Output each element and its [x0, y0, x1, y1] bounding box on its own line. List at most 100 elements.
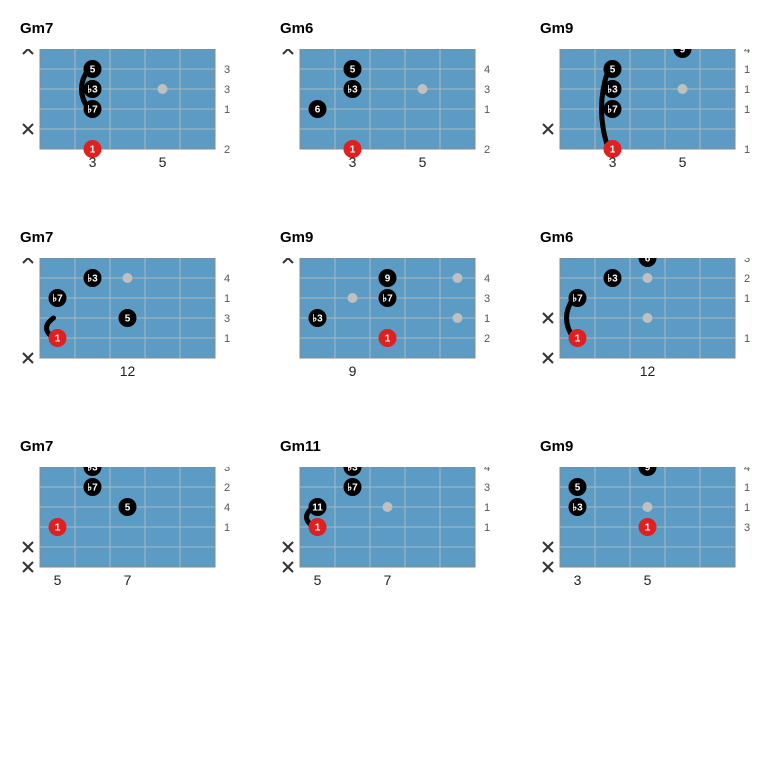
chord-diagram: Gm11♭34♭731111157	[280, 438, 500, 597]
svg-text:2: 2	[484, 333, 490, 345]
svg-text:1: 1	[744, 64, 750, 76]
svg-text:3: 3	[224, 84, 230, 96]
chord-name: Gm9	[280, 229, 500, 246]
svg-text:2: 2	[224, 144, 230, 156]
svg-text:2: 2	[744, 273, 750, 285]
svg-text:♭7: ♭7	[607, 105, 618, 116]
diagram-wrap: 63♭32♭711112	[540, 258, 760, 388]
chord-diagram: Gm99451♭311335	[540, 438, 760, 597]
svg-text:♭3: ♭3	[87, 467, 98, 474]
svg-text:1: 1	[575, 334, 581, 345]
svg-text:3: 3	[609, 154, 617, 170]
diagram-wrap: 94♭73♭31129	[280, 258, 500, 388]
svg-text:1: 1	[484, 104, 490, 116]
svg-text:1: 1	[744, 84, 750, 96]
diagram-wrap: 9451♭31♭711135	[540, 49, 760, 179]
diagram-wrap: ♭33♭72541157	[20, 467, 240, 597]
svg-text:4: 4	[484, 64, 490, 76]
svg-text:12: 12	[120, 363, 136, 379]
svg-text:5: 5	[644, 572, 652, 588]
svg-text:♭3: ♭3	[312, 314, 323, 325]
chord-grid: Gm753♭33♭711235Gm654♭33611235Gm99451♭31♭…	[20, 20, 760, 597]
svg-text:4: 4	[484, 467, 490, 474]
chord-diagram: Gm7♭34♭71531112	[20, 229, 240, 388]
svg-text:1: 1	[224, 104, 230, 116]
svg-text:1: 1	[744, 293, 750, 305]
svg-text:1: 1	[484, 502, 490, 514]
chord-name: Gm6	[280, 20, 500, 37]
svg-text:1: 1	[645, 523, 651, 534]
svg-text:1: 1	[744, 482, 750, 494]
chord-name: Gm7	[20, 438, 240, 455]
chord-name: Gm9	[540, 438, 760, 455]
svg-text:1: 1	[55, 334, 61, 345]
diagram-wrap: ♭34♭731111157	[280, 467, 500, 597]
svg-text:9: 9	[385, 274, 391, 285]
svg-text:11: 11	[312, 503, 323, 514]
svg-text:4: 4	[224, 502, 230, 514]
svg-text:♭3: ♭3	[87, 85, 98, 96]
svg-text:1: 1	[224, 522, 230, 534]
svg-text:1: 1	[385, 334, 391, 345]
chord-diagram: Gm99451♭31♭711135	[540, 20, 760, 179]
svg-text:3: 3	[224, 64, 230, 76]
diagram-wrap: ♭34♭71531112	[20, 258, 240, 388]
chord-diagram: Gm7♭33♭72541157	[20, 438, 240, 597]
svg-text:♭7: ♭7	[87, 105, 98, 116]
svg-text:♭3: ♭3	[347, 467, 358, 474]
chord-name: Gm11	[280, 438, 500, 455]
svg-text:1: 1	[744, 144, 750, 156]
svg-text:5: 5	[419, 154, 427, 170]
svg-text:2: 2	[224, 482, 230, 494]
svg-text:6: 6	[645, 258, 651, 265]
svg-text:5: 5	[159, 154, 167, 170]
svg-text:5: 5	[90, 65, 96, 76]
svg-text:4: 4	[744, 49, 750, 56]
svg-text:1: 1	[55, 523, 61, 534]
svg-text:1: 1	[224, 293, 230, 305]
svg-text:♭3: ♭3	[347, 85, 358, 96]
svg-text:♭7: ♭7	[87, 483, 98, 494]
chord-name: Gm7	[20, 229, 240, 246]
svg-text:♭3: ♭3	[572, 503, 583, 514]
svg-text:5: 5	[54, 572, 62, 588]
svg-text:2: 2	[484, 144, 490, 156]
svg-text:9: 9	[645, 467, 651, 474]
svg-text:5: 5	[314, 572, 322, 588]
chord-diagram: Gm654♭33611235	[280, 20, 500, 179]
svg-text:7: 7	[124, 572, 132, 588]
svg-text:1: 1	[744, 333, 750, 345]
svg-text:5: 5	[125, 503, 131, 514]
svg-text:♭7: ♭7	[347, 483, 358, 494]
svg-text:♭7: ♭7	[382, 294, 393, 305]
diagram-wrap: 54♭33611235	[280, 49, 500, 179]
svg-text:1: 1	[224, 333, 230, 345]
svg-text:1: 1	[744, 502, 750, 514]
diagram-wrap: 53♭33♭711235	[20, 49, 240, 179]
svg-text:3: 3	[744, 258, 750, 265]
svg-text:3: 3	[224, 313, 230, 325]
svg-text:4: 4	[484, 273, 490, 285]
chord-diagram: Gm994♭73♭31129	[280, 229, 500, 388]
svg-text:9: 9	[349, 363, 357, 379]
svg-text:12: 12	[640, 363, 656, 379]
svg-text:3: 3	[89, 154, 97, 170]
svg-text:3: 3	[349, 154, 357, 170]
svg-text:3: 3	[484, 84, 490, 96]
svg-text:7: 7	[384, 572, 392, 588]
svg-text:4: 4	[224, 273, 230, 285]
svg-text:5: 5	[610, 65, 616, 76]
svg-text:3: 3	[574, 572, 582, 588]
svg-text:1: 1	[484, 313, 490, 325]
svg-text:5: 5	[575, 483, 581, 494]
svg-text:3: 3	[484, 482, 490, 494]
svg-text:1: 1	[744, 104, 750, 116]
svg-text:4: 4	[744, 467, 750, 474]
svg-text:♭7: ♭7	[52, 294, 63, 305]
svg-text:9: 9	[680, 49, 686, 56]
svg-text:6: 6	[315, 105, 321, 116]
chord-name: Gm9	[540, 20, 760, 37]
svg-text:♭3: ♭3	[607, 85, 618, 96]
svg-text:5: 5	[125, 314, 131, 325]
chord-diagram: Gm753♭33♭711235	[20, 20, 240, 179]
